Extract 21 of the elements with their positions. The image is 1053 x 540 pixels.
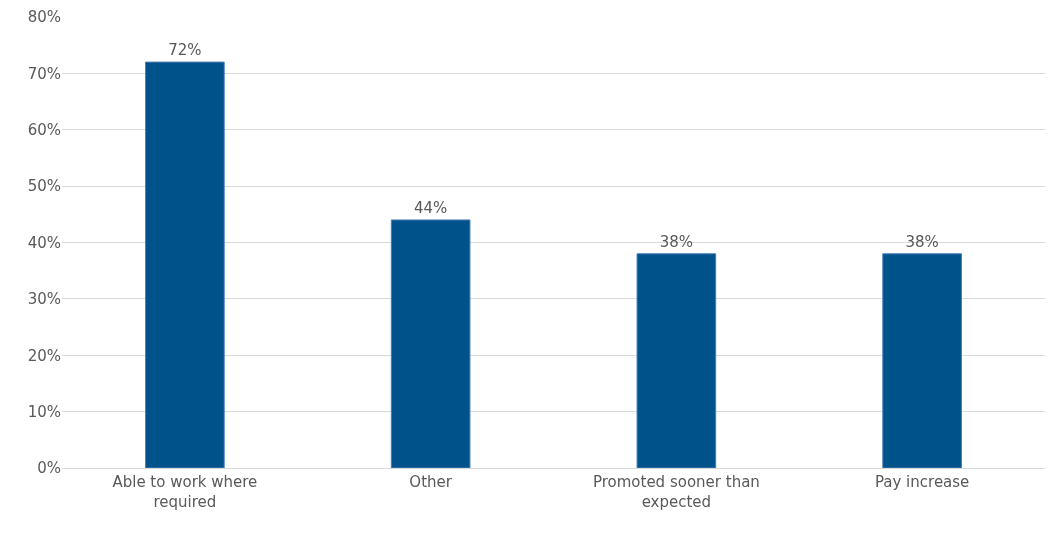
y-tick-label: 60% [27, 121, 61, 139]
bar [390, 219, 471, 468]
bar [882, 253, 962, 468]
y-tick-label: 10% [27, 402, 61, 421]
bar [636, 253, 717, 468]
x-tick-label: Able to work where required [112, 473, 258, 511]
y-tick-label: 50% [27, 177, 61, 196]
y-tick-label: 70% [27, 64, 61, 83]
data-label: 38% [905, 232, 939, 251]
y-tick-label: 40% [27, 233, 61, 252]
data-label: 44% [413, 198, 448, 217]
y-tick-label: 0% [37, 459, 61, 478]
x-tick-label: Promoted sooner than expected [592, 473, 760, 511]
y-tick-label: 80% [27, 8, 61, 27]
x-tick-label: Other [409, 473, 453, 491]
data-label: 72% [168, 41, 202, 60]
y-tick-label: 30% [27, 290, 61, 309]
x-tick-label: Pay increase [874, 473, 970, 491]
bar [145, 61, 225, 468]
data-label: 38% [659, 232, 694, 251]
y-tick-label: 20% [27, 346, 61, 365]
